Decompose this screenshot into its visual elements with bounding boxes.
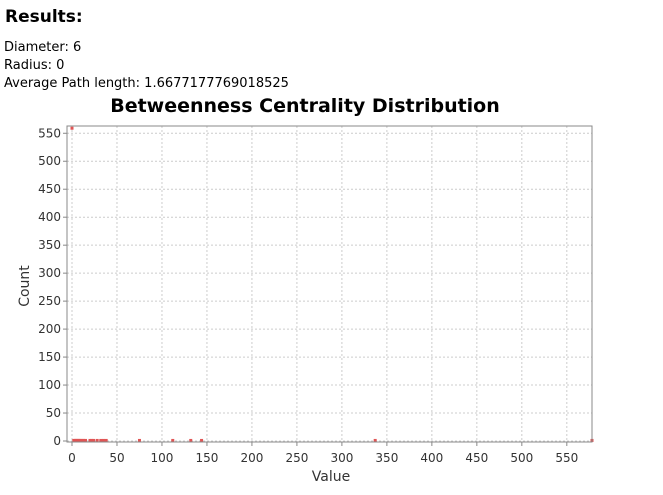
data-point	[171, 438, 175, 442]
y-tick-label: 450	[38, 182, 61, 196]
y-tick-label: 50	[46, 406, 61, 420]
plot-area	[67, 126, 592, 442]
y-axis: 0 50 100 150 200 250 300 350 400 450 500 550	[38, 126, 67, 448]
x-tick-label: 350	[375, 451, 398, 465]
data-point	[101, 438, 105, 442]
results-heading: Results:	[5, 7, 83, 27]
data-point	[92, 438, 96, 442]
x-axis: 0 50 100 150 200 250 300 350 400 450 500 550	[68, 442, 578, 465]
stat-label: Radius:	[4, 58, 52, 73]
chart-title: Betweenness Centrality Distribution	[110, 95, 500, 117]
x-tick-label: 450	[465, 451, 488, 465]
y-tick-label: 350	[38, 238, 61, 252]
x-tick-label: 250	[285, 451, 308, 465]
data-point	[200, 438, 204, 442]
data-point	[95, 438, 99, 442]
y-tick-label: 550	[38, 126, 61, 140]
data-point	[137, 438, 141, 442]
x-tick-label: 400	[420, 451, 443, 465]
stat-value: 0	[56, 58, 65, 73]
plot-border	[66, 125, 593, 443]
data-point	[373, 438, 377, 442]
data-point	[79, 438, 83, 442]
data-point	[88, 438, 92, 442]
x-axis-label: Value	[312, 469, 350, 485]
y-tick-label: 400	[38, 210, 61, 224]
data-points	[70, 126, 594, 442]
x-tick-label: 200	[240, 451, 263, 465]
y-tick-label: 250	[38, 294, 61, 308]
x-tick-label: 150	[195, 451, 218, 465]
y-tick-label: 500	[38, 154, 61, 168]
data-point	[104, 438, 108, 442]
stat-value: 6	[72, 40, 82, 55]
stat-average-path-length: Average Path length: 1.6677177769018525	[4, 75, 289, 92]
data-point	[70, 126, 74, 130]
stat-label: Average Path length:	[4, 76, 141, 91]
stat-value: 1.6677177769018525	[144, 76, 289, 91]
y-tick-label: 100	[38, 378, 61, 392]
y-tick-label: 200	[38, 322, 61, 336]
x-tick-label: 100	[151, 451, 174, 465]
y-axis-label: Count	[17, 265, 33, 307]
y-tick-label: 0	[53, 434, 61, 448]
stat-diameter: Diameter: 6	[4, 39, 81, 56]
x-tick-label: 500	[510, 451, 533, 465]
data-point	[82, 438, 86, 442]
x-tick-label: 300	[330, 451, 353, 465]
data-point	[189, 438, 193, 442]
stat-label: Diameter:	[4, 40, 69, 55]
y-tick-label: 300	[38, 266, 61, 280]
data-point	[90, 438, 94, 442]
x-tick-label: 550	[555, 451, 578, 465]
y-tick-label: 150	[38, 350, 61, 364]
data-point	[83, 438, 87, 442]
grid-lines	[67, 126, 592, 442]
stat-radius: Radius: 0	[4, 57, 64, 74]
betweenness-chart: Betweenness Centrality Distribution 0 50 1…	[17, 95, 594, 485]
data-point	[99, 438, 103, 442]
x-tick-label: 50	[109, 451, 124, 465]
x-tick-label: 0	[68, 451, 76, 465]
